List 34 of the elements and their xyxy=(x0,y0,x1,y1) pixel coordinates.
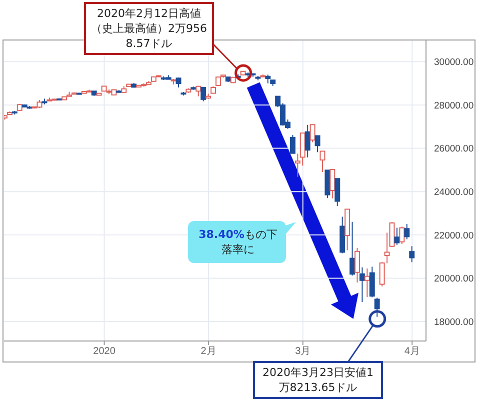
candlestick xyxy=(369,266,375,298)
candlestick xyxy=(364,268,370,298)
y-tick-label: 26000.00 xyxy=(434,144,474,155)
x-tick-label: 3月 xyxy=(295,346,311,358)
candlestick xyxy=(314,134,320,153)
candlestick xyxy=(200,86,206,102)
x-tick-label: 2月 xyxy=(200,346,216,358)
candlestick xyxy=(350,221,356,276)
candlestick xyxy=(374,297,380,318)
y-tick-label: 22000.00 xyxy=(434,230,474,242)
candlestick xyxy=(320,150,326,173)
candlestick xyxy=(294,153,300,178)
x-tick-label: 2020 xyxy=(93,346,116,358)
candlestick xyxy=(310,124,316,143)
candlestick xyxy=(334,178,340,207)
candlestick xyxy=(304,124,310,158)
y-tick-label: 24000.00 xyxy=(434,186,474,198)
candlestick xyxy=(389,221,395,248)
text: 2020年3月23日安値1万8213.65ドル xyxy=(262,366,374,394)
candlestick xyxy=(404,224,410,240)
candlestick xyxy=(354,247,360,284)
annotation: 38.40%もの下落率に xyxy=(198,228,278,256)
candlestick xyxy=(330,168,336,199)
y-tick-label: 18000.00 xyxy=(434,316,474,328)
annotation: 2020年2月12日高値（史上最高値）2万9568.57ドル xyxy=(91,7,207,50)
y-tick-label: 30000.00 xyxy=(434,57,474,68)
candlestick xyxy=(409,246,415,263)
candlestick xyxy=(359,266,365,303)
y-tick-label: 28000.00 xyxy=(434,100,474,112)
candlestick xyxy=(290,134,296,154)
x-tick-label: 4月 xyxy=(404,346,420,358)
y-tick-label: 20000.00 xyxy=(434,274,474,285)
candlestick xyxy=(399,226,405,244)
candlestick xyxy=(394,227,400,246)
